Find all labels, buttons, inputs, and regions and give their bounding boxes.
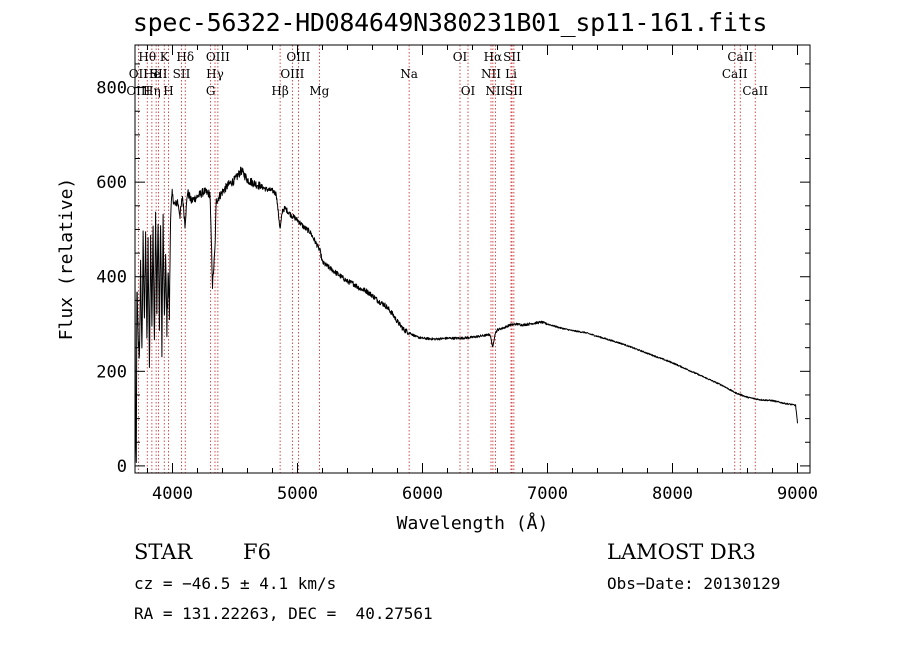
line-marker-label: Hη — [143, 84, 161, 98]
line-marker-label: I — [154, 67, 159, 81]
line-marker-label: CaII — [727, 50, 753, 64]
survey-name: LAMOST DR3 — [607, 540, 756, 564]
observation-date: Obs−Date: 20130129 — [607, 574, 781, 593]
line-markers — [137, 45, 756, 473]
line-marker-label: OIII — [286, 50, 310, 64]
x-tick-label: 7000 — [527, 484, 568, 504]
line-marker-label: K — [160, 50, 170, 64]
x-axis-ticks: 4000 5000 6000 7000 8000 9000 — [147, 45, 818, 504]
y-tick-label: 600 — [96, 173, 127, 193]
plot-frame — [134, 44, 811, 474]
line-marker-label: He — [143, 67, 161, 81]
line-marker-label: Li — [505, 67, 517, 81]
x-tick-label: 6000 — [402, 484, 443, 504]
y-axis-ticks: 0 200 400 600 800 — [96, 63, 810, 477]
y-tick-label: 800 — [96, 79, 127, 99]
coordinates: RA = 131.22263, DEC = 40.27561 — [134, 604, 433, 623]
line-marker-label: OIII — [280, 67, 304, 81]
line-marker-label: Mg — [309, 84, 329, 98]
line-marker-label: OIII — [206, 50, 230, 64]
line-marker-label: NII — [481, 67, 501, 81]
line-marker-label: NII — [485, 84, 505, 98]
x-tick-label: 5000 — [277, 484, 318, 504]
redshift-cz: cz = −46.5 ± 4.1 km/s — [134, 574, 337, 593]
line-marker-label: CaII — [742, 84, 768, 98]
y-tick-label: 0 — [117, 457, 127, 477]
x-tick-label: 9000 — [777, 484, 818, 504]
line-marker-label: SII — [503, 50, 521, 64]
line-marker-label: SII — [150, 67, 168, 81]
line-marker-label: G — [206, 84, 216, 98]
line-marker-label: SII — [505, 84, 523, 98]
y-axis-label: Flux (relative) — [56, 178, 77, 341]
line-marker-label: OII — [129, 67, 149, 81]
chart-title: spec-56322-HD084649N380231B01_sp11-161.f… — [132, 8, 768, 37]
spectrum-line — [134, 166, 798, 463]
object-subclass: F6 — [243, 540, 271, 564]
line-marker-label: Na — [400, 67, 418, 81]
line-marker-label: H — [163, 84, 173, 98]
line-marker-label: Hα — [484, 50, 503, 64]
line-marker-label: Hγ — [206, 67, 224, 81]
line-marker-label: CaII — [722, 67, 748, 81]
x-tick-label: 4000 — [152, 484, 193, 504]
line-marker-label: Hδ — [176, 50, 194, 64]
line-marker-label: Hβ — [271, 84, 288, 98]
y-tick-label: 200 — [96, 362, 127, 382]
y-tick-label: 400 — [96, 268, 127, 288]
line-marker-label: OI — [453, 50, 468, 64]
line-marker-label: OI — [461, 84, 476, 98]
object-class: STAR — [134, 540, 193, 564]
line-marker-label: Hθ — [138, 50, 156, 64]
x-axis-label: Wavelength (Å) — [397, 512, 549, 534]
line-marker-label: SII — [173, 67, 191, 81]
x-tick-label: 8000 — [652, 484, 693, 504]
